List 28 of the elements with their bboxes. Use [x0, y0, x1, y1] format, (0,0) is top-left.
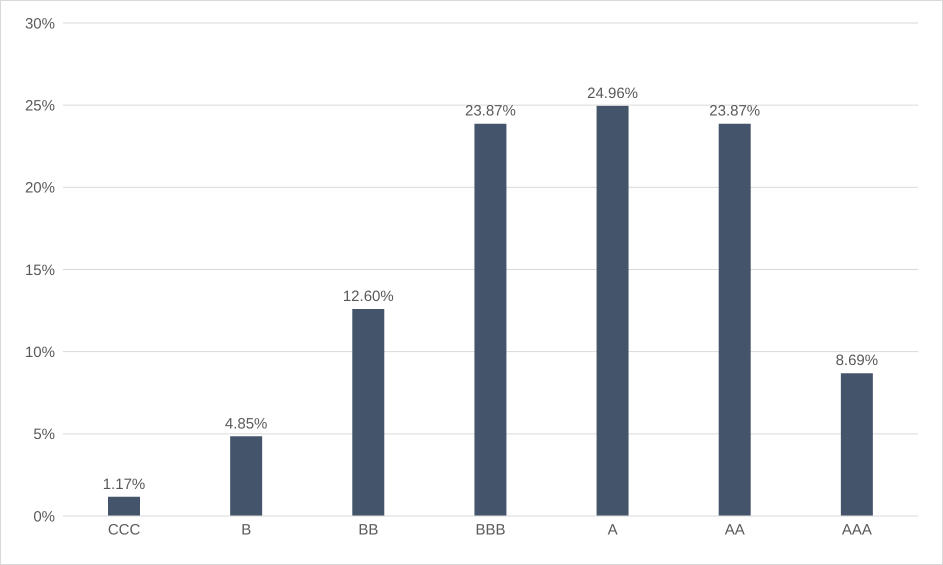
y-tick-label: 25%: [24, 97, 55, 114]
y-tick-label: 20%: [24, 180, 55, 197]
x-tick-label: AAA: [842, 522, 872, 539]
data-label: 1.17%: [102, 476, 146, 493]
data-label: 8.69%: [836, 352, 878, 370]
y-tick-label: 30%: [24, 15, 55, 32]
y-tick-label: 15%: [24, 262, 55, 279]
data-label: 23.87%: [709, 102, 760, 120]
x-tick-label: A: [608, 522, 618, 539]
data-label: 23.87%: [464, 102, 516, 120]
bar: [596, 106, 629, 516]
x-tick-label: BB: [358, 522, 378, 539]
data-label: 4.85%: [224, 415, 268, 432]
y-tick-label: 5%: [33, 426, 55, 444]
x-tick-label: B: [241, 522, 252, 539]
data-label: 12.60%: [342, 288, 394, 305]
bar: [108, 496, 140, 516]
y-tick-label: 10%: [24, 344, 55, 361]
bar: [840, 373, 873, 516]
data-label: 24.96%: [587, 84, 638, 102]
bar: [352, 308, 384, 516]
x-tick-label: CCC: [108, 522, 140, 539]
x-tick-label: BBB: [475, 522, 506, 539]
bar: [474, 124, 506, 516]
bar: [230, 436, 262, 516]
bar: [718, 124, 751, 516]
x-tick-label: AA: [724, 522, 745, 539]
y-tick-label: 0%: [33, 508, 55, 526]
